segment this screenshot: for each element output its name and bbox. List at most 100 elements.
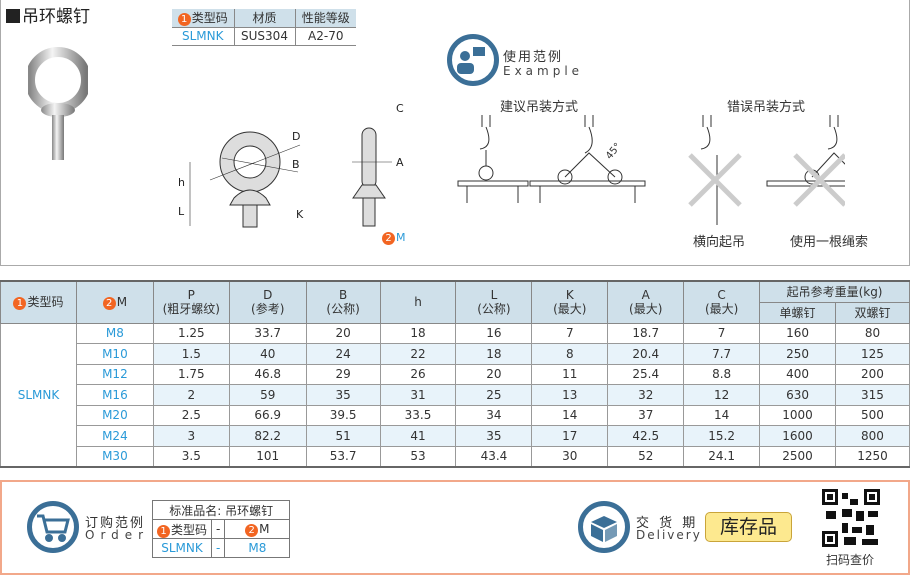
value-cell: 18.7 — [607, 322, 685, 344]
stock-badge: 库存品 — [705, 512, 792, 542]
value-cell: 82.2 — [228, 425, 307, 447]
h-c: C (最大) — [683, 280, 761, 324]
table-row: SLMNK M8 1.25 33.7 20 18 16 7 18.7 7 160 80 — [0, 322, 910, 467]
value-cell: 25 — [455, 384, 533, 406]
value-cell: 18 — [379, 322, 457, 344]
value-cell: 2 — [152, 384, 230, 406]
value-cell: 8 — [531, 343, 609, 365]
value-cell: 200 — [834, 363, 910, 385]
value-cell: 35 — [305, 384, 381, 406]
order-subtitle: Order — [85, 528, 150, 542]
value-cell: 41 — [379, 425, 457, 447]
value-cell: 32 — [607, 384, 685, 406]
value-cell: 20.4 — [607, 343, 685, 365]
value-cell: 14 — [531, 404, 609, 426]
page-title: 吊环螺钉 — [6, 2, 90, 27]
h-double: 双螺钉 — [834, 301, 910, 324]
order-panel — [0, 480, 910, 575]
m-cell: M10 — [75, 343, 154, 365]
value-cell: 46.8 — [228, 363, 307, 385]
value-cell: 14 — [683, 404, 761, 426]
value-cell: 101 — [228, 445, 307, 467]
material-table: 1 类型码 材质 性能等级 SLMNK SUS304 A2-70 — [172, 9, 356, 46]
value-cell: 7.7 — [683, 343, 761, 365]
value-cell: 33.5 — [379, 404, 457, 426]
value-cell: 52 — [607, 445, 685, 467]
recommended-label: 建议吊装方式 — [500, 100, 579, 115]
value-cell: 1250 — [834, 445, 910, 467]
m-cell: M20 — [75, 404, 154, 426]
value-cell: 53 — [379, 445, 457, 467]
value-cell: 29 — [305, 363, 381, 385]
num-badge-2: 2 — [382, 232, 395, 245]
value-cell: 7 — [683, 322, 761, 344]
value-cell: 20 — [455, 363, 533, 385]
m-cell: M12 — [75, 363, 154, 385]
value-cell: 7 — [531, 322, 609, 344]
o-h-type: 1 类型码 — [151, 519, 213, 539]
dim-L: L — [178, 205, 185, 218]
table-row: M10 1.5 40 24 22 18 8 20.4 7.7 250 125 — [1, 343, 910, 365]
value-cell: 250 — [759, 343, 836, 365]
value-cell: 125 — [834, 343, 910, 365]
o-m: M8 — [224, 538, 291, 558]
value-cell: 12 — [683, 384, 761, 406]
value-cell: 24 — [305, 343, 381, 365]
value-cell: 13 — [531, 384, 609, 406]
lifting-diagrams — [457, 115, 845, 225]
delivery-subtitle: Delivery — [636, 528, 702, 542]
h: 类型码 — [191, 11, 228, 26]
h-p: P (粗牙螺纹) — [152, 280, 230, 324]
value-cell: 500 — [834, 404, 910, 426]
cart-icon — [27, 501, 79, 553]
value-cell: 3 — [152, 425, 230, 447]
dim-K: K — [296, 208, 304, 221]
value-cell: 42.5 — [607, 425, 685, 447]
value-cell: 80 — [834, 322, 910, 344]
value-cell: 2500 — [759, 445, 836, 467]
value-cell: 1.5 — [152, 343, 230, 365]
value-cell: 15.2 — [683, 425, 761, 447]
title-text: 吊环螺钉 — [22, 7, 90, 27]
qr-label: 扫码查价 — [826, 553, 875, 567]
wrong-case-1: 横向起吊 — [693, 235, 746, 250]
value-cell: 37 — [607, 404, 685, 426]
value-cell: 26 — [379, 363, 457, 385]
mat-h-material: 材质 — [234, 9, 296, 28]
h-b: B (公称) — [305, 280, 381, 324]
value-cell: 24.1 — [683, 445, 761, 467]
wrong-label: 错误吊装方式 — [727, 100, 806, 115]
type-cell: SLMNK — [0, 322, 77, 467]
example-title: 使用范例 — [503, 50, 564, 65]
value-cell: 51 — [305, 425, 381, 447]
dim-A: A — [396, 156, 404, 169]
table-row: M30 3.5 101 53.7 53 43.4 30 52 24.1 2500 1250 — [1, 445, 910, 467]
mat-material: SUS304 — [234, 27, 296, 46]
value-cell: 20 — [305, 322, 381, 344]
value-cell: 315 — [834, 384, 910, 406]
mat-grade: A2-70 — [295, 27, 356, 46]
mat-h-grade: 性能等级 — [295, 9, 356, 28]
h-l: L (公称) — [455, 280, 533, 324]
value-cell: 1.25 — [152, 322, 230, 344]
dim-B: B — [292, 158, 300, 171]
o-sep2: - — [211, 538, 226, 558]
table-row: M16 2 59 35 31 25 13 32 12 630 315 — [1, 384, 910, 406]
h-single: 单螺钉 — [759, 301, 836, 324]
h-a: A (最大) — [607, 280, 685, 324]
order-title: 订购范例 — [85, 516, 146, 531]
num-badge-1: 1 — [177, 13, 191, 27]
h-m-label: M — [116, 294, 128, 309]
value-cell: 400 — [759, 363, 836, 385]
value-cell: 630 — [759, 384, 836, 406]
wrong-case-2: 使用一根绳索 — [790, 235, 869, 250]
h-h: h — [379, 280, 457, 324]
qr-code[interactable] — [822, 489, 880, 547]
m-cell: M8 — [75, 322, 154, 344]
h-d: D (参考) — [228, 280, 307, 324]
h-load: 起吊参考重量(kg) — [759, 280, 910, 303]
